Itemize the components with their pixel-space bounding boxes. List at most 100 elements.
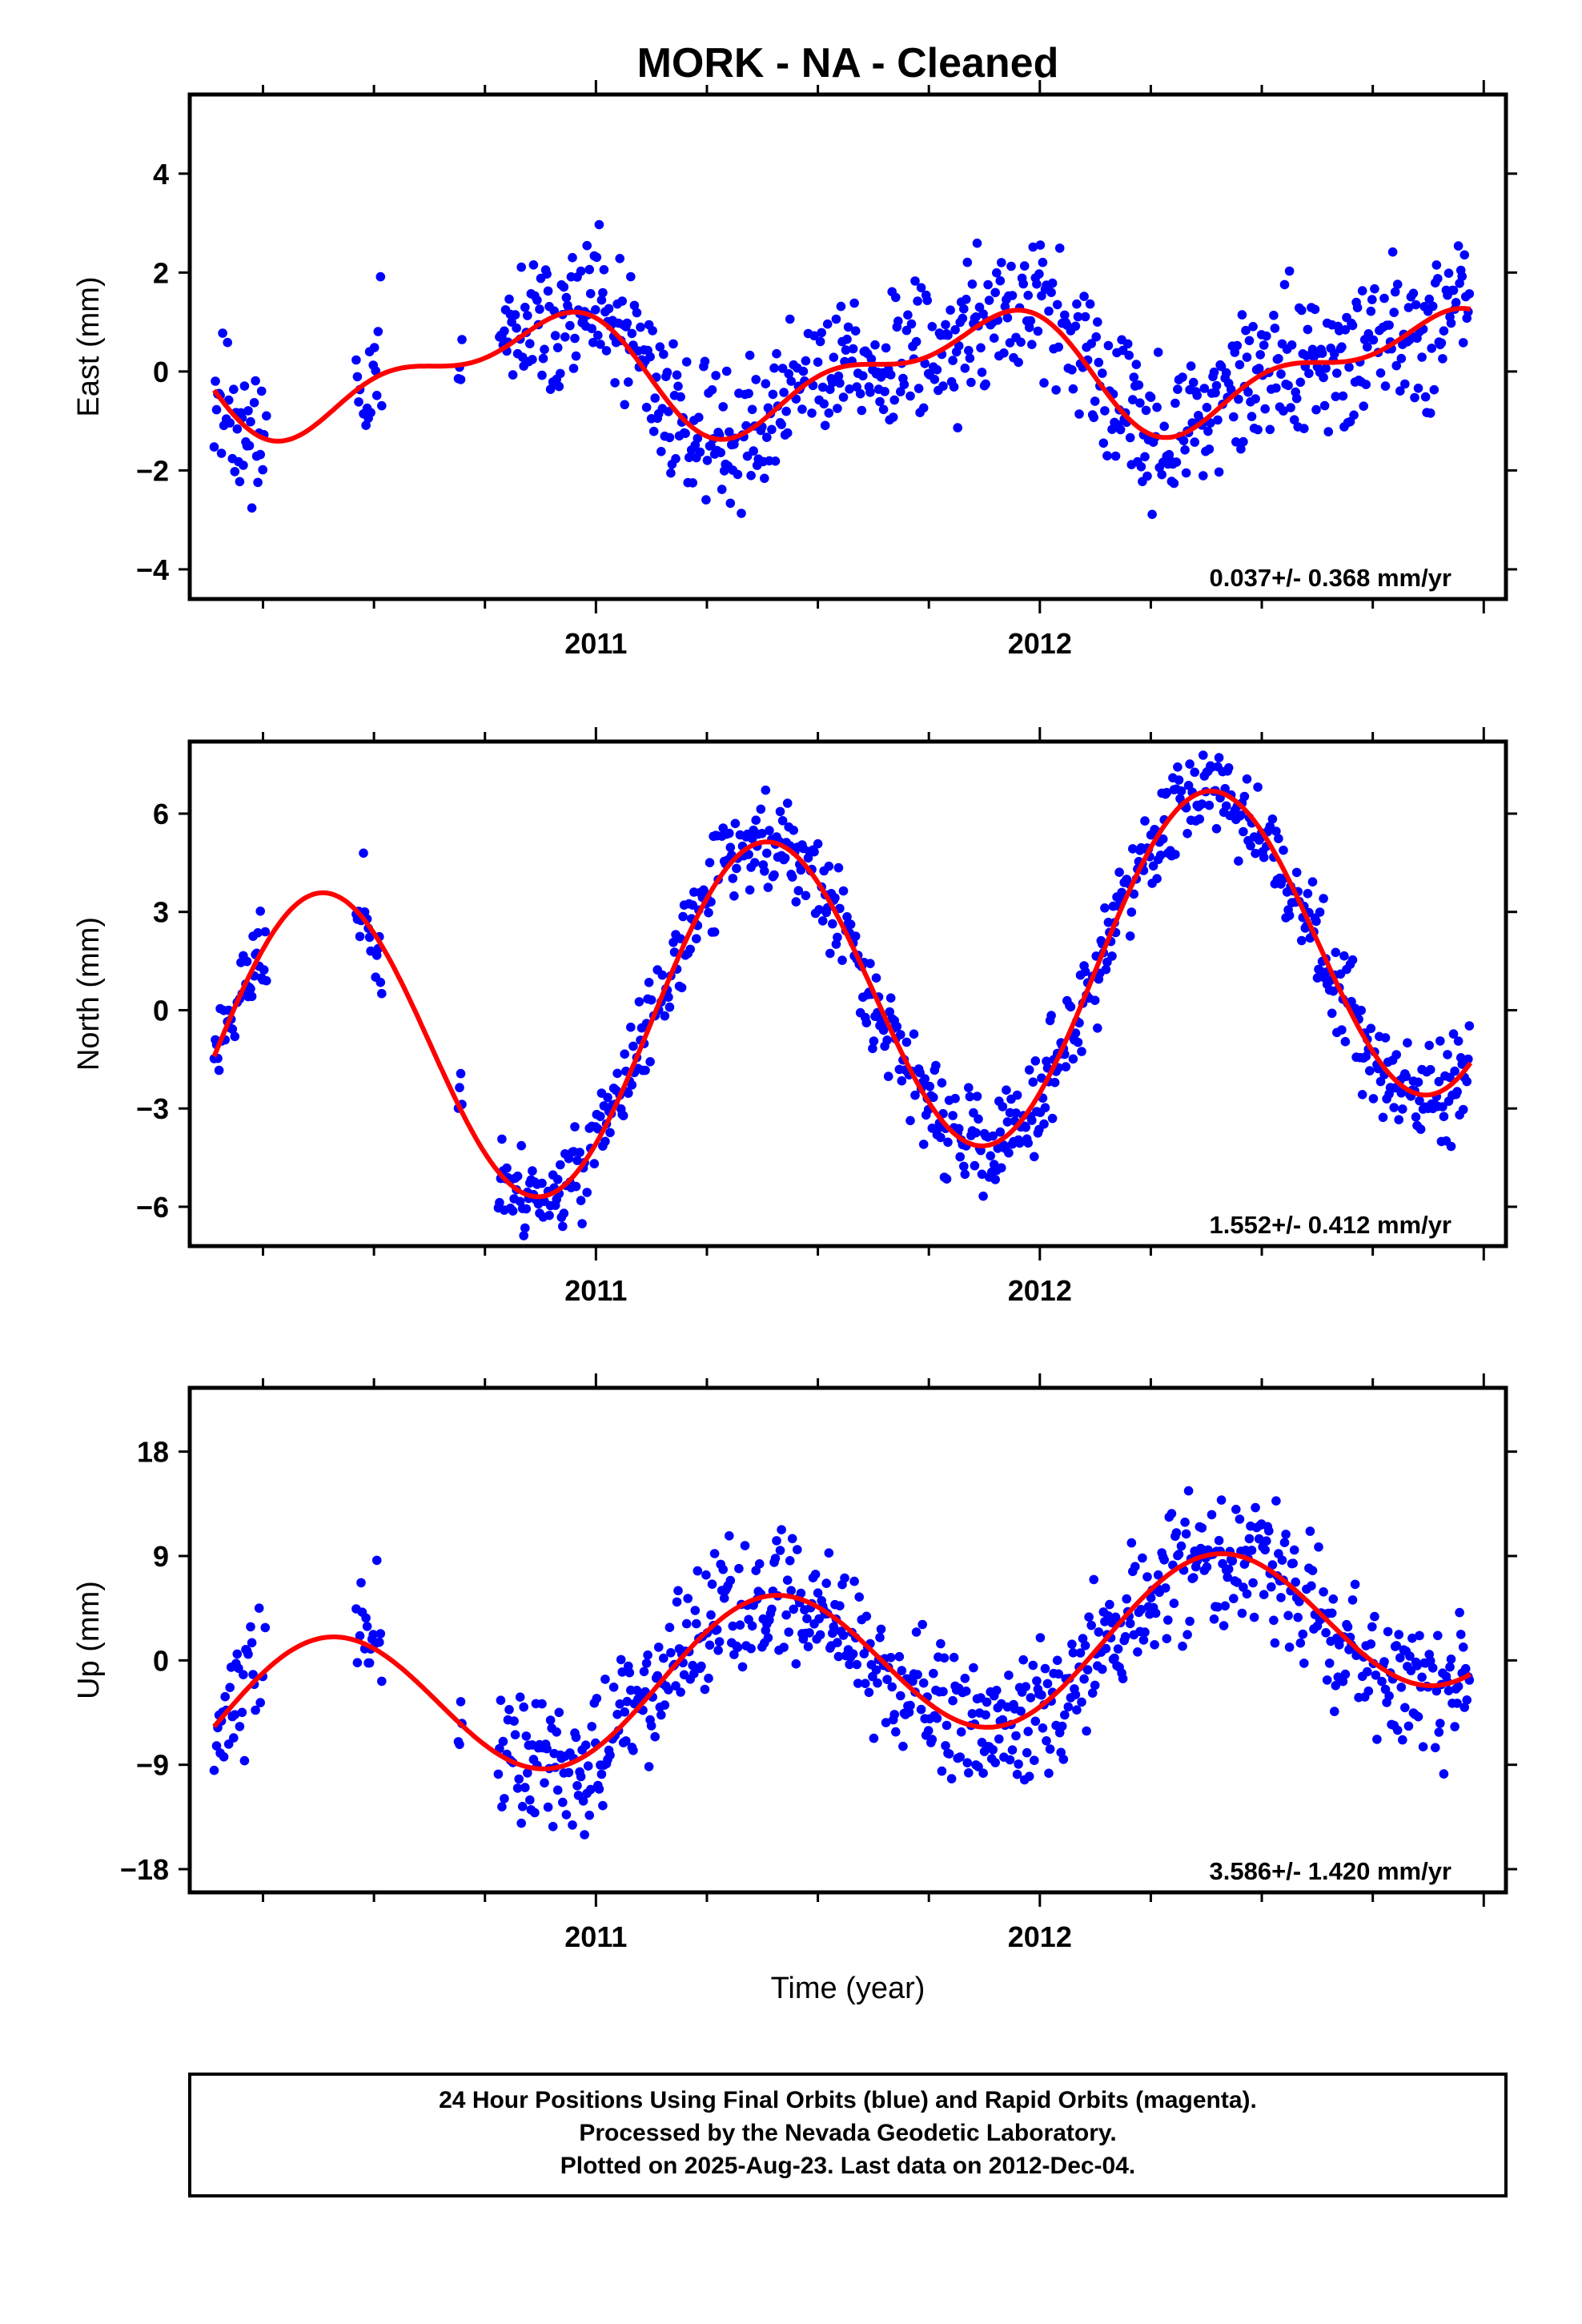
data-point [769, 870, 779, 880]
data-point [1034, 269, 1044, 279]
data-point [1068, 384, 1078, 394]
data-point [1371, 1671, 1381, 1680]
data-point [1089, 412, 1098, 423]
data-point [1330, 1707, 1339, 1716]
data-point [1458, 1104, 1468, 1115]
data-point [982, 1697, 992, 1707]
data-point [500, 326, 509, 336]
data-point [911, 336, 921, 347]
data-point [829, 1622, 839, 1632]
data-point [1110, 1653, 1119, 1663]
data-point [1002, 1085, 1011, 1095]
data-point [1327, 1008, 1337, 1019]
data-point [1037, 1073, 1046, 1083]
data-point [786, 376, 796, 386]
data-point [580, 1830, 589, 1839]
velocity-label: 1.552+/- 0.412 mm/yr [1210, 1211, 1452, 1239]
data-point [1248, 322, 1258, 332]
data-point [781, 1610, 791, 1620]
data-point [1337, 342, 1347, 352]
data-point [927, 322, 938, 332]
data-point [706, 1610, 716, 1620]
plot-area [209, 219, 1475, 520]
data-point [515, 1692, 525, 1702]
data-point [1074, 409, 1084, 419]
data-point [655, 342, 665, 352]
data-point [1178, 436, 1189, 446]
data-point [532, 296, 542, 305]
data-point [673, 381, 683, 392]
data-point [1328, 1594, 1339, 1604]
data-point [234, 1663, 243, 1673]
data-point [990, 287, 1000, 298]
data-point [352, 1658, 363, 1667]
data-point [1221, 368, 1231, 378]
data-point [1391, 1641, 1401, 1651]
data-point [681, 1618, 692, 1629]
data-point [695, 447, 705, 457]
data-point [953, 423, 962, 432]
data-point [971, 312, 981, 322]
data-point [664, 407, 673, 416]
data-point [787, 872, 797, 882]
data-point [885, 370, 896, 380]
data-point [1202, 1562, 1212, 1572]
data-point [1384, 320, 1394, 330]
data-point [1185, 1616, 1195, 1626]
data-point [990, 1175, 1000, 1184]
data-point [666, 1648, 676, 1658]
data-point [578, 1796, 588, 1806]
data-point [1153, 348, 1163, 357]
data-point [1453, 1682, 1464, 1691]
data-point [594, 1784, 604, 1794]
data-point [850, 326, 861, 336]
data-point [1079, 292, 1089, 301]
data-point [734, 1563, 744, 1574]
data-point [1067, 365, 1077, 375]
data-point [978, 1768, 988, 1778]
data-point [1389, 308, 1399, 317]
data-point [239, 381, 250, 391]
data-point [1199, 750, 1208, 760]
data-point [1446, 1655, 1456, 1664]
data-point [962, 257, 973, 267]
data-point [913, 296, 922, 306]
data-point [219, 1752, 229, 1762]
data-point [627, 328, 637, 339]
data-point [1214, 753, 1224, 762]
data-point [838, 886, 849, 896]
data-point [253, 928, 263, 938]
data-point [1307, 1581, 1316, 1591]
data-point [512, 1171, 523, 1181]
data-point [960, 364, 970, 373]
data-point [1340, 1036, 1351, 1047]
data-point [817, 382, 828, 392]
footer-line-1: 24 Hour Positions Using Final Orbits (bl… [439, 2087, 1257, 2113]
data-point [671, 454, 681, 464]
data-point [828, 377, 837, 388]
data-point [949, 382, 959, 392]
data-point [1246, 841, 1255, 850]
data-point [246, 984, 255, 994]
data-point [821, 1578, 831, 1588]
data-point [247, 503, 257, 513]
data-point [666, 468, 676, 478]
data-point [1431, 260, 1442, 270]
data-point [865, 959, 875, 968]
data-point [871, 1665, 881, 1675]
data-point [554, 1707, 564, 1718]
data-point [725, 1531, 734, 1541]
data-point [1037, 1690, 1046, 1700]
footer-box: 24 Hour Positions Using Final Orbits (bl… [188, 2073, 1508, 2197]
data-point [497, 1802, 507, 1811]
data-point [1433, 274, 1443, 283]
data-point [1085, 299, 1095, 309]
data-point [605, 1128, 615, 1138]
data-point [1276, 369, 1286, 379]
data-point [941, 320, 950, 330]
data-point [1462, 1076, 1472, 1087]
data-point [885, 1653, 896, 1663]
data-point [1035, 240, 1046, 250]
model-curve [212, 1551, 1472, 1771]
data-point [988, 1131, 998, 1141]
